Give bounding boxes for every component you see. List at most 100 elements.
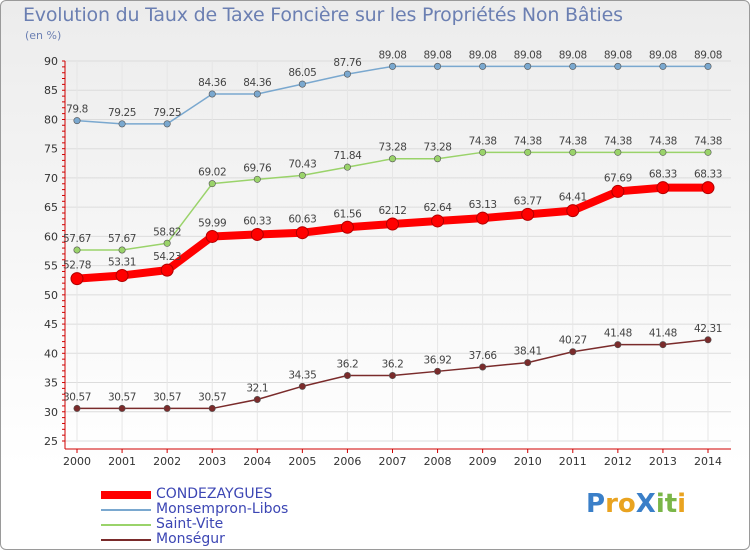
data-point: [386, 217, 399, 231]
data-point: [569, 62, 577, 70]
y-tick-label: 40: [44, 347, 58, 360]
data-point: [340, 220, 354, 234]
data-label: 58.82: [153, 226, 181, 238]
data-label: 89.08: [649, 49, 677, 61]
data-label: 74.38: [649, 135, 677, 147]
data-point: [524, 359, 532, 367]
data-point: [434, 62, 442, 70]
x-tick-label: 2005: [288, 455, 316, 468]
data-point: [73, 246, 81, 254]
data-point: [118, 246, 126, 254]
data-labels: 52.78 53.31 54.23 59.99 60.33 60.63 61.56 62.12…: [63, 49, 722, 403]
data-point: [250, 227, 264, 241]
series-condezaygues: [70, 181, 715, 286]
data-label: 34.35: [288, 369, 316, 381]
data-label: 84.36: [198, 77, 227, 89]
data-label: 42.31: [694, 323, 722, 335]
data-point: [118, 120, 126, 128]
logo-letter: i: [655, 489, 665, 519]
x-tick-label: 2004: [243, 455, 271, 468]
data-label: 32.1: [246, 382, 268, 394]
legend-item: Monségur: [101, 532, 288, 547]
logo-letter: o: [617, 489, 636, 519]
legend-label: Monségur: [156, 531, 225, 547]
data-label: 30.57: [108, 391, 136, 403]
data-point: [479, 62, 487, 70]
data-point: [659, 62, 667, 70]
data-point: [208, 90, 216, 98]
series-monsempron-libos: [73, 62, 712, 128]
legend-item: Saint-Vite: [101, 517, 288, 532]
data-point: [208, 404, 216, 412]
data-point: [704, 62, 712, 70]
chart-title: Evolution du Taux de Taxe Foncière sur l…: [23, 4, 623, 26]
data-label: 89.08: [469, 49, 497, 61]
y-tick-label: 55: [44, 260, 58, 273]
data-label: 57.67: [63, 233, 91, 245]
legend: CONDEZAYGUES Monsempron-Libos Saint-Vite Mo…: [101, 487, 288, 547]
y-tick-label: 25: [44, 435, 58, 448]
data-point: [388, 372, 396, 380]
y-tick-label: 30: [44, 406, 58, 419]
data-point: [614, 148, 622, 156]
data-label: 36.92: [424, 354, 452, 366]
data-point: [569, 148, 577, 156]
x-tick-label: 2014: [694, 455, 722, 468]
data-point: [569, 348, 577, 356]
data-point: [298, 171, 306, 179]
data-label: 40.27: [559, 335, 587, 347]
x-tick-label: 2008: [424, 455, 452, 468]
data-label: 61.56: [333, 208, 362, 220]
data-label: 89.08: [514, 49, 542, 61]
data-point: [659, 341, 667, 349]
series-mons-gur: [73, 336, 712, 412]
logo-letter: r: [605, 489, 618, 519]
legend-item: Monsempron-Libos: [101, 502, 288, 517]
data-point: [434, 367, 442, 375]
x-tick-label: 2011: [559, 455, 587, 468]
data-point: [476, 211, 490, 225]
data-label: 54.23: [153, 251, 181, 263]
x-tick-label: 2007: [379, 455, 407, 468]
data-point: [656, 181, 670, 195]
data-label: 89.08: [604, 49, 632, 61]
data-label: 52.78: [63, 260, 91, 272]
data-label: 69.02: [198, 167, 226, 179]
data-point: [614, 341, 622, 349]
y-tick-label: 75: [44, 143, 58, 156]
data-label: 79.25: [108, 107, 136, 119]
data-point: [160, 263, 174, 277]
data-point: [479, 363, 487, 371]
data-point: [434, 155, 442, 163]
data-label: 73.28: [378, 142, 406, 154]
data-label: 84.36: [243, 77, 272, 89]
data-label: 86.05: [288, 67, 316, 79]
data-point: [253, 175, 261, 183]
data-label: 41.48: [649, 328, 677, 340]
legend-label: Saint-Vite: [156, 516, 224, 532]
data-label: 74.38: [559, 135, 587, 147]
y-tick-label: 45: [44, 318, 58, 331]
data-point: [343, 372, 351, 380]
data-point: [614, 62, 622, 70]
data-label: 87.76: [333, 57, 362, 69]
legend-swatch: [101, 538, 151, 541]
data-label: 74.38: [694, 135, 722, 147]
data-label: 63.13: [469, 199, 497, 211]
legend-swatch: [101, 508, 151, 511]
logo-letter: P: [586, 489, 606, 519]
proxiti-logo: ProXiti: [586, 489, 686, 519]
data-label: 37.66: [469, 350, 498, 362]
logo-letter: i: [677, 489, 687, 519]
data-label: 30.57: [63, 391, 91, 403]
series-layer: [70, 62, 715, 412]
data-label: 64.41: [559, 192, 587, 204]
data-label: 73.28: [424, 142, 452, 154]
data-label: 62.12: [378, 205, 406, 217]
y-tick-label: 80: [44, 113, 58, 126]
logo-letter: t: [664, 489, 678, 519]
data-point: [208, 180, 216, 188]
data-label: 53.31: [108, 256, 136, 268]
x-tick-label: 2001: [108, 455, 136, 468]
